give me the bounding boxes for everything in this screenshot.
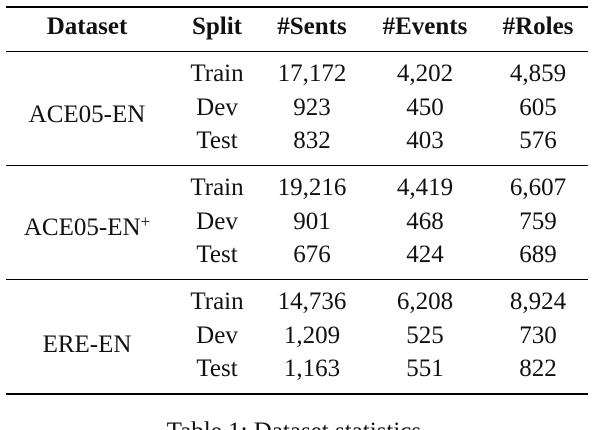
table-row-sents: 901 bbox=[293, 208, 331, 235]
header-sents: #Sents bbox=[277, 13, 347, 40]
table-row-sents: 923 bbox=[293, 94, 331, 121]
group-rule bbox=[6, 279, 588, 280]
table-row-roles: 689 bbox=[519, 241, 557, 268]
dataset-label-ace05-en-plus: ACE05-EN+ bbox=[23, 212, 151, 242]
header-events: #Events bbox=[382, 13, 468, 40]
table-row-roles: 6,607 bbox=[509, 174, 567, 201]
table-row-split: Train bbox=[190, 60, 244, 87]
table-row-events: 403 bbox=[406, 127, 444, 154]
header-split: Split bbox=[191, 13, 243, 40]
table-row-sents: 1,209 bbox=[283, 322, 341, 349]
table-row-roles: 8,924 bbox=[509, 288, 567, 315]
table-row-events: 4,419 bbox=[396, 174, 454, 201]
table-row-sents: 14,736 bbox=[277, 288, 347, 315]
table-row-split: Train bbox=[190, 288, 244, 315]
table-row-roles: 759 bbox=[519, 208, 557, 235]
header-rule bbox=[6, 51, 588, 52]
table-row-split: Test bbox=[196, 241, 238, 268]
table-row-events: 468 bbox=[406, 208, 444, 235]
table-row-split: Train bbox=[190, 174, 244, 201]
table-caption: Table 1: Dataset statistics. bbox=[0, 418, 594, 430]
table-row-events: 6,208 bbox=[396, 288, 454, 315]
table-row-sents: 1,163 bbox=[283, 355, 341, 382]
table-row-events: 424 bbox=[406, 241, 444, 268]
bottom-rule bbox=[6, 393, 588, 395]
header-roles: #Roles bbox=[502, 13, 574, 40]
table-row-sents: 676 bbox=[293, 241, 331, 268]
table-row-split: Dev bbox=[196, 208, 238, 235]
header-dataset: Dataset bbox=[46, 13, 128, 40]
table-row-roles: 605 bbox=[519, 94, 557, 121]
table-row-events: 4,202 bbox=[396, 60, 454, 87]
dataset-label-ace05-en: ACE05-EN bbox=[29, 101, 146, 129]
dataset-name: ERE-EN bbox=[42, 331, 132, 358]
top-rule bbox=[6, 6, 588, 8]
dataset-label-ere-en: ERE-EN bbox=[43, 331, 132, 359]
table-row-roles: 822 bbox=[519, 355, 557, 382]
table-row-roles: 730 bbox=[519, 322, 557, 349]
table-row-events: 525 bbox=[406, 322, 444, 349]
table-row-roles: 4,859 bbox=[509, 60, 567, 87]
table-row-split: Dev bbox=[196, 322, 238, 349]
table-row-sents: 19,216 bbox=[277, 174, 347, 201]
table-row-events: 551 bbox=[406, 355, 444, 382]
table-row-split: Test bbox=[196, 127, 238, 154]
table-row-sents: 17,172 bbox=[277, 60, 347, 87]
group-rule bbox=[6, 165, 588, 166]
table-row-split: Dev bbox=[196, 94, 238, 121]
table-row-split: Test bbox=[196, 355, 238, 382]
table-row-roles: 576 bbox=[519, 127, 557, 154]
dataset-superscript: + bbox=[140, 212, 151, 231]
table-row-sents: 832 bbox=[293, 127, 331, 154]
table-row-events: 450 bbox=[406, 94, 444, 121]
dataset-name: ACE05-EN bbox=[28, 101, 146, 128]
dataset-name: ACE05-EN bbox=[23, 214, 141, 241]
